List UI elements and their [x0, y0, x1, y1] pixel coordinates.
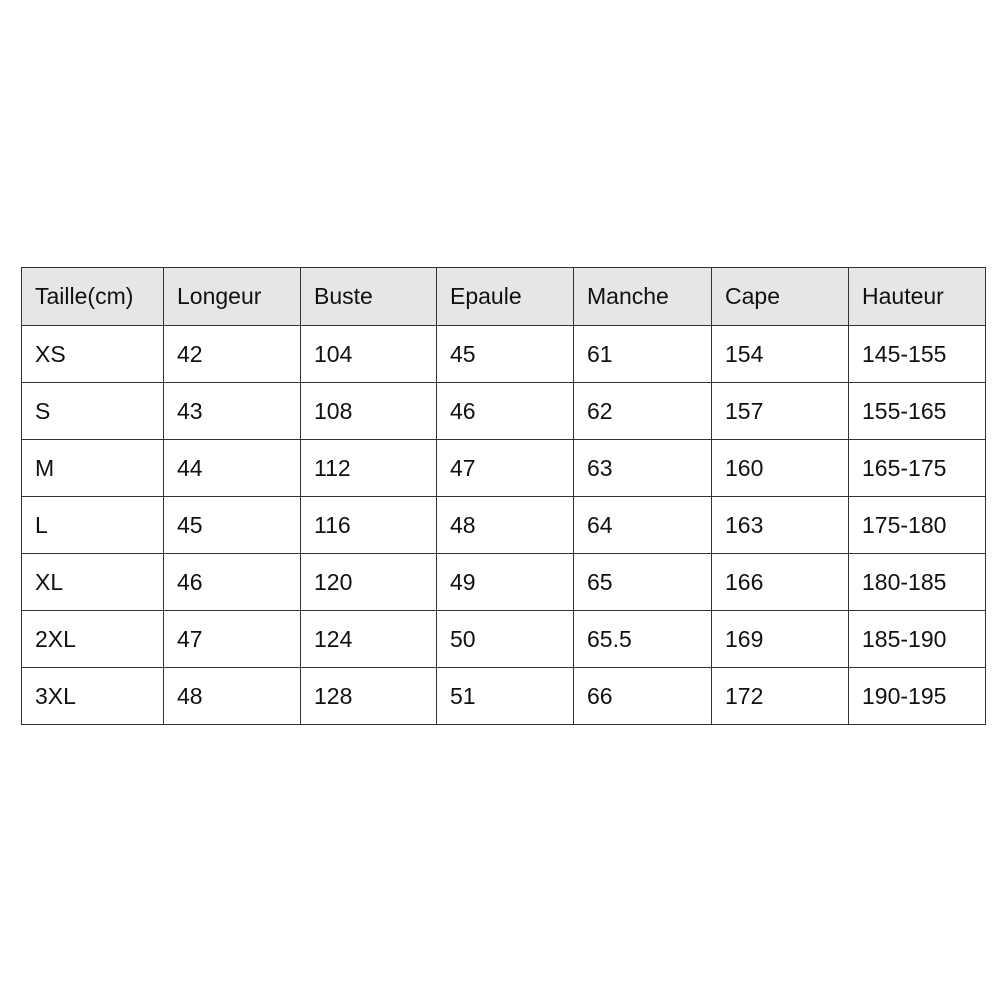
table-row: XS 42 104 45 61 154 145-155 — [21, 325, 986, 383]
table-row: M 44 112 47 63 160 165-175 — [21, 439, 986, 497]
table-cell: 124 — [300, 610, 437, 668]
column-header: Longeur — [163, 267, 301, 326]
table-cell: 45 — [436, 325, 574, 383]
table-cell: 46 — [163, 553, 301, 611]
table-cell: 180-185 — [848, 553, 986, 611]
table-cell: 62 — [573, 382, 712, 440]
table-cell: 48 — [163, 667, 301, 725]
table-cell: 160 — [711, 439, 849, 497]
size-cell: XL — [21, 553, 164, 611]
table-cell: 154 — [711, 325, 849, 383]
table-cell: 64 — [573, 496, 712, 554]
table-cell: 175-180 — [848, 496, 986, 554]
table-cell: 51 — [436, 667, 574, 725]
table-row: S 43 108 46 62 157 155-165 — [21, 382, 986, 440]
size-cell: XS — [21, 325, 164, 383]
column-header: Taille(cm) — [21, 267, 164, 326]
table-cell: 45 — [163, 496, 301, 554]
table-cell: 165-175 — [848, 439, 986, 497]
table-cell: 145-155 — [848, 325, 986, 383]
table-cell: 63 — [573, 439, 712, 497]
table-cell: 112 — [300, 439, 437, 497]
table-cell: 65.5 — [573, 610, 712, 668]
table-cell: 66 — [573, 667, 712, 725]
table-cell: 157 — [711, 382, 849, 440]
table-cell: 47 — [163, 610, 301, 668]
size-cell: 3XL — [21, 667, 164, 725]
size-chart-table: Taille(cm) Longeur Buste Epaule Manche Cape Ha… — [21, 267, 986, 725]
table-cell: 42 — [163, 325, 301, 383]
table-cell: 120 — [300, 553, 437, 611]
column-header: Epaule — [436, 267, 574, 326]
table-cell: 50 — [436, 610, 574, 668]
table-row: 2XL 47 124 50 65.5 169 185-190 — [21, 610, 986, 668]
table-cell: 65 — [573, 553, 712, 611]
table-cell: 48 — [436, 496, 574, 554]
column-header: Manche — [573, 267, 712, 326]
table-cell: 128 — [300, 667, 437, 725]
table-cell: 166 — [711, 553, 849, 611]
table-cell: 185-190 — [848, 610, 986, 668]
size-cell: S — [21, 382, 164, 440]
column-header: Hauteur — [848, 267, 986, 326]
table-row: 3XL 48 128 51 66 172 190-195 — [21, 667, 986, 725]
table-cell: 172 — [711, 667, 849, 725]
table-cell: 49 — [436, 553, 574, 611]
size-cell: L — [21, 496, 164, 554]
table-cell: 61 — [573, 325, 712, 383]
table-cell: 190-195 — [848, 667, 986, 725]
column-header: Cape — [711, 267, 849, 326]
table-cell: 43 — [163, 382, 301, 440]
table-cell: 108 — [300, 382, 437, 440]
table-cell: 104 — [300, 325, 437, 383]
table-row: L 45 116 48 64 163 175-180 — [21, 496, 986, 554]
table-cell: 46 — [436, 382, 574, 440]
table-cell: 163 — [711, 496, 849, 554]
header-row: Taille(cm) Longeur Buste Epaule Manche Cape Ha… — [21, 267, 986, 326]
table-cell: 47 — [436, 439, 574, 497]
size-cell: M — [21, 439, 164, 497]
table-cell: 44 — [163, 439, 301, 497]
table-cell: 116 — [300, 496, 437, 554]
table-cell: 169 — [711, 610, 849, 668]
table-row: XL 46 120 49 65 166 180-185 — [21, 553, 986, 611]
size-cell: 2XL — [21, 610, 164, 668]
table-cell: 155-165 — [848, 382, 986, 440]
column-header: Buste — [300, 267, 437, 326]
